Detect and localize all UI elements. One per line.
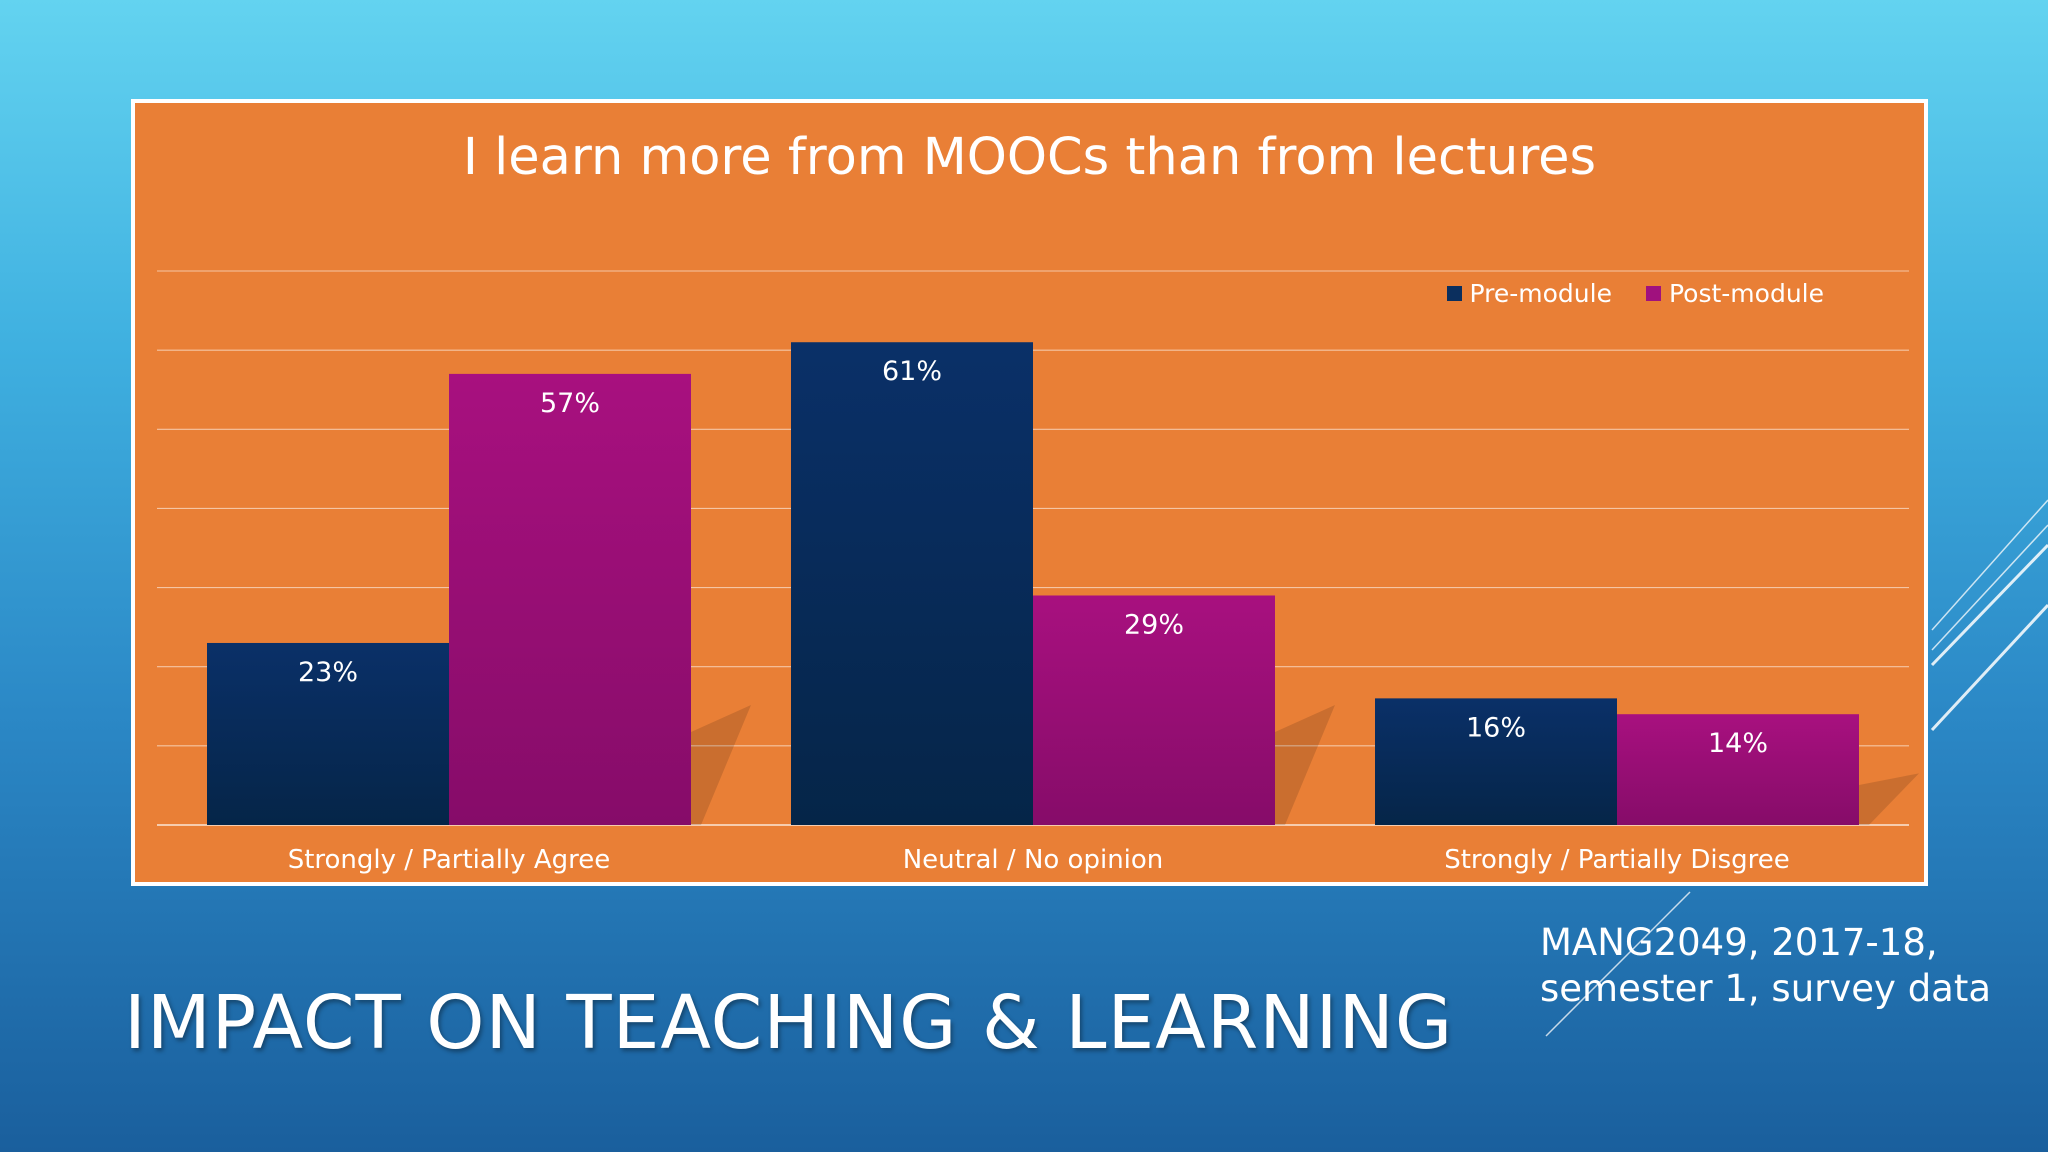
chart-legend: Pre-module Post-module xyxy=(1446,279,1824,308)
data-label-post-3: 14% xyxy=(1708,728,1768,759)
bar-chart: 23% 57% Strongly / Partially Agree 61% 29% Ne… xyxy=(157,270,1919,875)
data-label-post-2: 29% xyxy=(1124,609,1184,640)
data-label-pre-3: 16% xyxy=(1466,712,1526,743)
bar-pre-1 xyxy=(207,642,449,825)
legend-label-pre: Pre-module xyxy=(1469,279,1612,308)
data-label-pre-2: 61% xyxy=(882,356,942,387)
data-label-pre-1: 23% xyxy=(298,657,358,688)
legend-swatch-pre xyxy=(1446,286,1462,301)
chart-title: I learn more from MOOCs than from lectur… xyxy=(462,128,1597,187)
chart-panel: I learn more from MOOCs than from lectur… xyxy=(131,99,1928,886)
bar-pre-2 xyxy=(791,342,1033,825)
legend-label-post: Post-module xyxy=(1668,279,1824,308)
source-note: MANG2049, 2017-18, semester 1, survey da… xyxy=(1540,920,2020,1012)
data-label-post-1: 57% xyxy=(540,388,600,419)
bar-post-3 xyxy=(1617,714,1859,825)
category-label-2: Neutral / No opinion xyxy=(903,845,1164,875)
category-label-1: Strongly / Partially Agree xyxy=(288,845,611,875)
bar-pre-3 xyxy=(1375,698,1617,825)
legend-item-pre: Pre-module xyxy=(1446,279,1612,308)
category-label-3: Strongly / Partially Disgree xyxy=(1444,845,1790,875)
source-line-1: MANG2049, 2017-18, xyxy=(1540,921,1938,964)
bar-post-1 xyxy=(449,373,691,825)
source-line-2: semester 1, survey data xyxy=(1540,967,1992,1010)
slide-title: IMPACT ON TEACHING & LEARNING xyxy=(124,980,1454,1066)
bar-post-2 xyxy=(1033,595,1275,825)
legend-item-post: Post-module xyxy=(1645,279,1824,308)
legend-swatch-post xyxy=(1645,286,1661,301)
